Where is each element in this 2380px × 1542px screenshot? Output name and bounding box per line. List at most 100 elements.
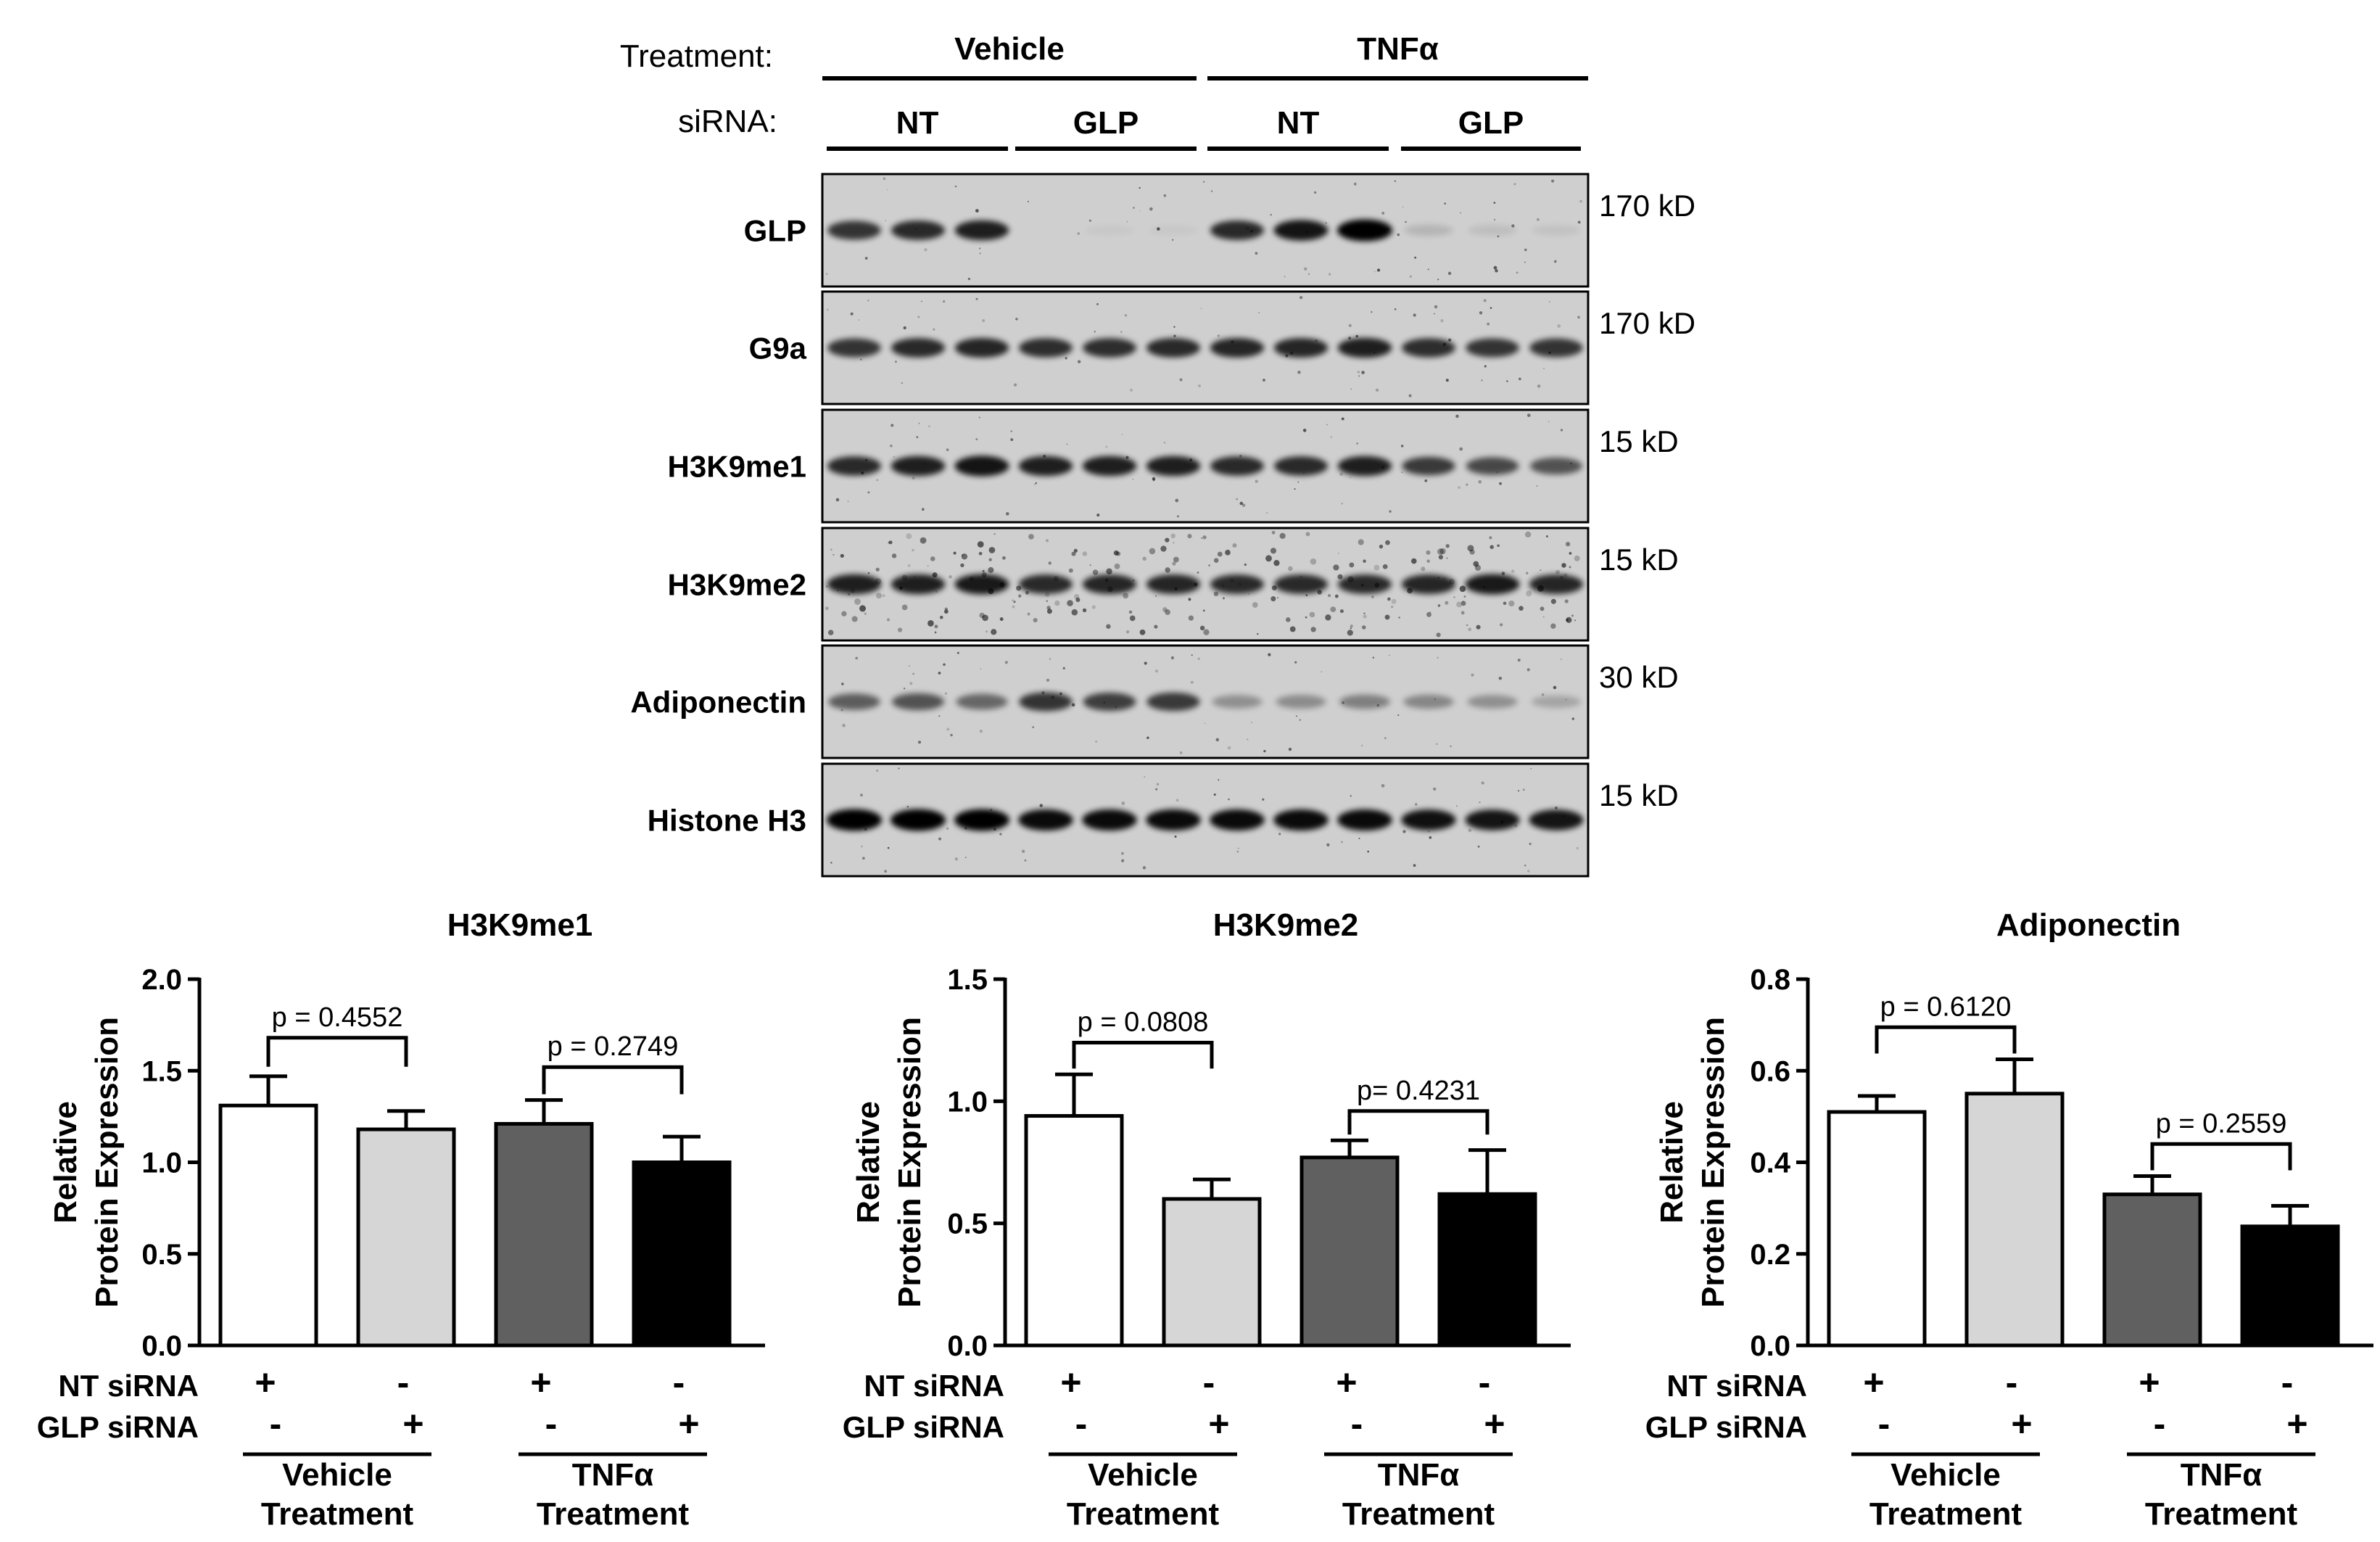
blot-speck [1517, 659, 1521, 662]
blot-speck [1548, 301, 1550, 302]
group-label-treatment: Treatment [261, 1496, 414, 1532]
blot-row [821, 527, 1590, 642]
blot-speck [883, 177, 886, 181]
blot-speck [1484, 365, 1487, 368]
blot-speck [1175, 799, 1179, 802]
nt-sirna-sign: - [1203, 1362, 1215, 1403]
blot-band [891, 809, 946, 831]
blot-speck [886, 618, 891, 622]
p-value-label: p = 0.4552 [272, 1002, 403, 1033]
blot-band [1338, 574, 1392, 594]
blot-speck [1437, 604, 1441, 607]
blot-speck [1463, 595, 1466, 598]
blot-speck [1333, 564, 1339, 571]
blot-speck [1536, 485, 1538, 487]
blot-speck [1067, 600, 1073, 606]
blot-speck [1381, 211, 1385, 215]
blot-speck [1356, 442, 1359, 445]
blot-speck [1439, 548, 1446, 555]
blot-speck [1427, 268, 1429, 271]
blot-speck [1297, 371, 1301, 374]
blot-speck [943, 300, 946, 303]
blot-speck [1197, 571, 1199, 574]
blot-speck [1213, 793, 1216, 796]
blot-speck [1164, 442, 1166, 444]
blot-speck [1197, 657, 1200, 660]
blot-speck [1577, 316, 1580, 319]
blot-speck [1129, 388, 1133, 392]
blot-speck [1027, 612, 1030, 616]
blot-speck [1524, 531, 1532, 538]
blot-speck [1294, 488, 1296, 490]
glp-sirna-sign: - [2154, 1403, 2166, 1444]
bar-chart: H3K9me1 Relative Protein Expression 0.0 0.5 1… [37, 907, 765, 1532]
blot-band [1532, 225, 1581, 236]
blot-speck [1530, 767, 1532, 770]
bar [218, 1103, 318, 1348]
blot-speck [1542, 616, 1545, 618]
blot-speck [1467, 545, 1474, 552]
blot-band [891, 338, 945, 358]
molecular-weight-label: 15 kD [1599, 778, 1679, 812]
blot-speck [861, 845, 863, 848]
blot-speck [1265, 555, 1272, 562]
blot-speck [1427, 830, 1430, 833]
blot-speck [946, 448, 949, 452]
blot-speck [1456, 601, 1463, 608]
blot-speck [1289, 626, 1296, 632]
blot-speck [1188, 598, 1191, 601]
blot-speck [1039, 804, 1043, 807]
blot-speck [859, 605, 867, 612]
blot-speck [1010, 438, 1014, 442]
blot-speck [1227, 746, 1231, 750]
blot-speck [1188, 615, 1194, 621]
blot-speck [867, 300, 869, 302]
blot-speck [1426, 550, 1431, 555]
y-tick-label: 0.5 [947, 1208, 988, 1240]
blot-speck [1363, 612, 1365, 615]
blot-speck [1213, 591, 1219, 597]
blot-speck [1367, 850, 1369, 853]
blot-speck [1198, 384, 1201, 387]
blot-speck [1348, 323, 1352, 327]
blot-speck [1309, 611, 1315, 618]
blot-speck [938, 672, 941, 675]
blot-speck [1516, 271, 1519, 274]
blot-band [827, 456, 881, 476]
blot-speck [1489, 307, 1492, 309]
blot-speck [1519, 606, 1524, 611]
blot-speck [1350, 388, 1352, 390]
blot-speck [1199, 625, 1205, 631]
blot-speck [982, 318, 986, 323]
blot-speck [953, 551, 956, 555]
blot-speck [1139, 629, 1146, 635]
blot-speck [895, 360, 897, 363]
blot-speck [1002, 556, 1006, 560]
blot-speck [1550, 623, 1556, 629]
blot-speck [855, 656, 859, 660]
blot-speck [1473, 561, 1479, 567]
blot-speck [890, 444, 893, 448]
blot-speck [1032, 726, 1034, 728]
blot-speck [1337, 552, 1339, 554]
blot-speck [1173, 326, 1175, 328]
blot-speck [909, 682, 913, 685]
y-axis-label-line1: Relative [1654, 1101, 1690, 1224]
blot-speck [982, 569, 985, 572]
blot-speck [1437, 656, 1439, 659]
blot-speck [1170, 656, 1174, 660]
bar [1024, 1114, 1124, 1348]
blot-band [1082, 574, 1137, 595]
blot-speck [934, 631, 937, 634]
blot-speck [1285, 617, 1291, 622]
blot-speck [1450, 745, 1452, 747]
blot-band [1339, 694, 1390, 709]
blot-speck [1402, 830, 1406, 833]
blot-speck [1236, 850, 1239, 853]
blot-speck [1071, 551, 1076, 556]
blot-speck [927, 565, 929, 567]
blot-speck [1077, 232, 1080, 235]
blot-speck [1550, 598, 1556, 604]
blot-speck [1455, 805, 1458, 807]
